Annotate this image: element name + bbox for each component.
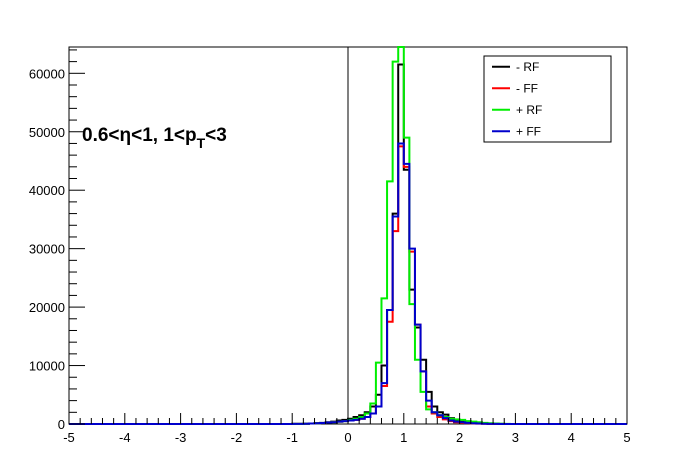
x-tick-label: -2 [231, 430, 243, 445]
y-tick-label: 30000 [29, 242, 65, 257]
y-tick-label: 50000 [29, 125, 65, 140]
annotation-tail: <3 [205, 125, 227, 146]
x-tick-label: 0 [344, 430, 351, 445]
kinematic-annotation: 0.6<η<1, 1<pT<3 [82, 125, 227, 151]
legend: - RF - FF + RF + FF [483, 55, 612, 143]
x-tick-label: 3 [512, 430, 519, 445]
x-tick-label: 5 [623, 430, 630, 445]
x-tick-label: -5 [63, 430, 75, 445]
y-tick-label: 20000 [29, 300, 65, 315]
y-tick-label: 0 [58, 417, 65, 432]
y-tick-label: 60000 [29, 66, 65, 81]
annotation-main: 0.6<η<1, 1<p [82, 125, 197, 146]
legend-label: + RF [516, 103, 542, 117]
x-tick-label: -4 [119, 430, 131, 445]
legend-label: - RF [516, 60, 539, 74]
x-tick-label: 4 [568, 430, 575, 445]
x-tick-label: 2 [456, 430, 463, 445]
axis-layer: -5 -4 -3 -2 -1 0 1 2 3 4 5 0 10000 20000 30000 40000 500… [29, 47, 631, 445]
x-tick-label: -1 [286, 430, 298, 445]
x-tick-label: -3 [175, 430, 187, 445]
y-tick-label: 10000 [29, 359, 65, 374]
annotation-subscript: T [197, 135, 206, 151]
legend-label: - FF [516, 81, 538, 95]
y-tick-label: 40000 [29, 183, 65, 198]
legend-label: + FF [516, 124, 541, 138]
legend-box [483, 55, 612, 143]
x-tick-label: 1 [400, 430, 407, 445]
